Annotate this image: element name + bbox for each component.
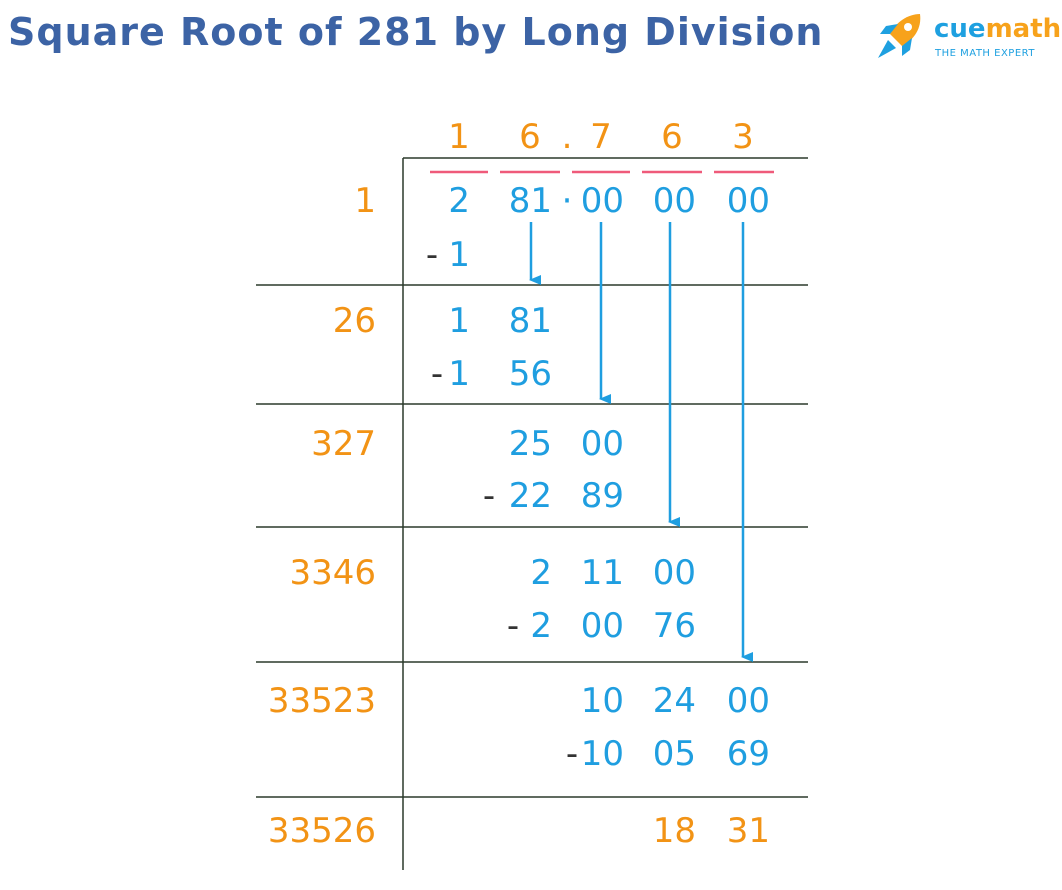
step-2: 26 1 81 - 1 56 bbox=[333, 301, 552, 394]
minus-sign: - bbox=[483, 476, 495, 516]
dividend-group: 1 bbox=[448, 301, 470, 341]
minus-sign: - bbox=[507, 606, 519, 646]
dividend-group: 2 bbox=[530, 553, 552, 593]
minus-sign: - bbox=[566, 734, 578, 774]
dividend-group: 25 bbox=[509, 424, 552, 464]
divisor: 3346 bbox=[289, 553, 376, 593]
dividend-group: 24 bbox=[653, 681, 696, 721]
subtract-value: 00 bbox=[581, 606, 624, 646]
subtract-value: 76 bbox=[653, 606, 696, 646]
rocket-icon bbox=[878, 14, 921, 58]
step-1: 1 2 81 · 00 00 00 - 1 bbox=[354, 181, 770, 275]
minus-sign: - bbox=[431, 354, 443, 394]
quotient: 1 6 . 7 6 3 bbox=[448, 117, 754, 157]
dividend-decimal-point: · bbox=[562, 181, 573, 221]
subtract-value: 2 bbox=[530, 606, 552, 646]
dividend-group: 10 bbox=[581, 681, 624, 721]
divisor: 33526 bbox=[268, 811, 376, 851]
subtract-value: 1 bbox=[448, 354, 470, 394]
remainder-row: 33526 18 31 bbox=[268, 811, 770, 851]
divisor: 33523 bbox=[268, 681, 376, 721]
dividend-group: 00 bbox=[653, 553, 696, 593]
logo-tagline: THE MATH EXPERT bbox=[935, 48, 1035, 59]
subtract-value: 10 bbox=[581, 734, 624, 774]
quotient-digit: 3 bbox=[732, 117, 754, 157]
quotient-digit: 6 bbox=[661, 117, 683, 157]
page-title: Square Root of 281 by Long Division bbox=[8, 10, 824, 54]
dividend-group: 00 bbox=[727, 681, 770, 721]
dividend-group: 81 bbox=[509, 181, 552, 221]
quotient-digit: 6 bbox=[519, 117, 541, 157]
divisor: 327 bbox=[311, 424, 376, 464]
minus-sign: - bbox=[426, 235, 438, 275]
grid-lines bbox=[256, 157, 808, 870]
dividend-group: 81 bbox=[509, 301, 552, 341]
quotient-digit: 1 bbox=[448, 117, 470, 157]
dividend-group: 00 bbox=[581, 181, 624, 221]
subtract-value: 05 bbox=[653, 734, 696, 774]
dividend-group: 2 bbox=[448, 181, 470, 221]
subtract-value: 1 bbox=[448, 235, 470, 275]
remainder-value: 31 bbox=[727, 811, 770, 851]
dividend-group: 00 bbox=[653, 181, 696, 221]
step-4: 3346 2 11 00 - 2 00 76 bbox=[289, 553, 696, 646]
divisor: 1 bbox=[354, 181, 376, 221]
subtract-value: 22 bbox=[509, 476, 552, 516]
subtract-value: 89 bbox=[581, 476, 624, 516]
dividend-group: 00 bbox=[581, 424, 624, 464]
divisor: 26 bbox=[333, 301, 376, 341]
bring-down-arrows bbox=[529, 222, 753, 662]
step-3: 327 25 00 - 22 89 bbox=[311, 424, 624, 516]
step-5: 33523 10 24 00 - 10 05 69 bbox=[268, 681, 770, 774]
cuemath-logo: cuemath THE MATH EXPERT bbox=[872, 10, 1061, 66]
quotient-decimal-point: . bbox=[562, 117, 573, 157]
subtract-value: 69 bbox=[727, 734, 770, 774]
logo-name: cuemath bbox=[934, 14, 1062, 44]
quotient-digit: 7 bbox=[590, 117, 612, 157]
remainder-value: 18 bbox=[653, 811, 696, 851]
dividend-group: 00 bbox=[727, 181, 770, 221]
dividend-group: 11 bbox=[581, 553, 624, 593]
subtract-value: 56 bbox=[509, 354, 552, 394]
